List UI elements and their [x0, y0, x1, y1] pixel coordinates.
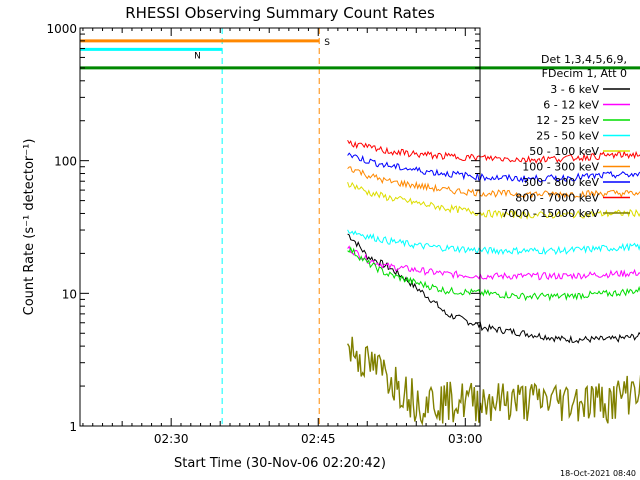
y-axis-label: Count Rate (s⁻¹ detector⁻¹): [22, 139, 37, 316]
legend-entry-label: 6 - 12 keV: [543, 99, 599, 112]
legend-entry-label: 100 - 300 keV: [522, 161, 599, 174]
legend-entry-label: 3 - 6 keV: [550, 83, 599, 96]
plot-frame: [79, 27, 481, 427]
y-tick-label: 100: [54, 155, 77, 169]
footer-timestamp: 18-Oct-2021 08:40: [560, 469, 636, 478]
series-line: [346, 336, 640, 427]
series-line: [347, 233, 640, 344]
flag-label: S: [324, 38, 330, 48]
series-line: [347, 166, 640, 199]
y-tick-label: 1: [69, 420, 77, 434]
series-line: [347, 139, 640, 164]
series-line: [347, 181, 640, 220]
x-tick-label: 02:45: [301, 432, 336, 446]
series-line: [347, 229, 640, 256]
legend: Det 1,3,4,5,6,9,FDecim 1, Att 0 3 - 6 keV…: [501, 53, 630, 220]
x-axis-label: Start Time (30-Nov-06 02:20:42): [174, 456, 386, 471]
y-tick-label: 10: [62, 287, 77, 301]
legend-entry-label: 7000 - 15000 keV: [501, 207, 599, 220]
x-tick-label: 02:30: [154, 432, 189, 446]
series-line: [347, 152, 640, 184]
x-tick-label: 03:00: [448, 432, 483, 446]
legend-header: Det 1,3,4,5,6,9,: [541, 53, 627, 66]
chart-title: RHESSI Observing Summary Count Rates: [125, 4, 435, 22]
flag-label: N: [194, 51, 201, 61]
series-line: [347, 246, 640, 302]
legend-entry-label: 25 - 50 keV: [536, 130, 599, 143]
series-line: [347, 245, 640, 281]
y-tick-label: 1000: [46, 22, 77, 36]
legend-entry-label: 50 - 100 keV: [529, 145, 599, 158]
legend-entry-label: 800 - 7000 keV: [515, 192, 599, 205]
legend-header: FDecim 1, Att 0: [542, 67, 627, 80]
legend-entry-label: 12 - 25 keV: [536, 114, 599, 127]
legend-entry-label: 300 - 800 keV: [522, 176, 599, 189]
